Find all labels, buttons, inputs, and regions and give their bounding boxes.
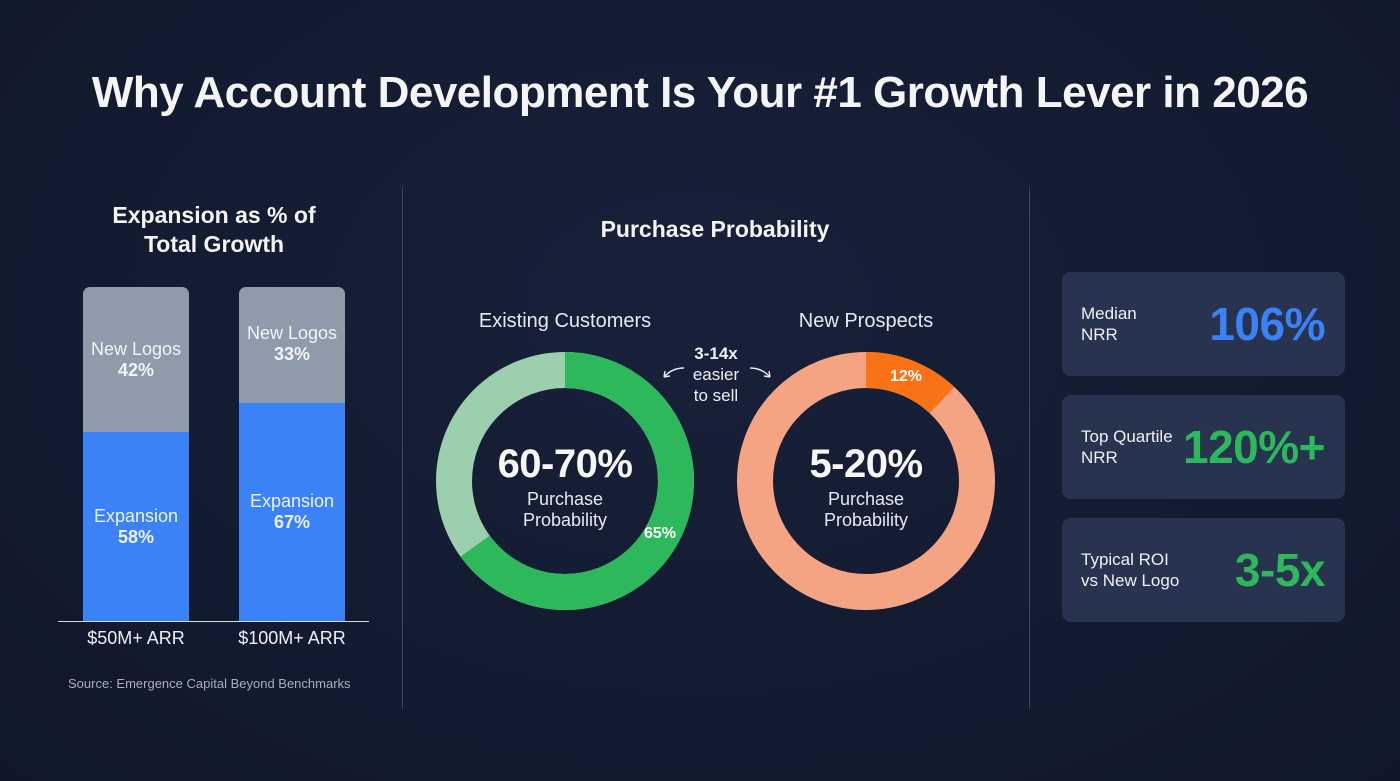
new-prospects-donut — [737, 352, 995, 610]
callout-multiplier: 3-14x — [694, 344, 738, 363]
callout-line3: to sell — [693, 386, 739, 405]
segment-value: 67% — [273, 512, 311, 532]
expansion-title-line2: Total Growth — [143, 231, 285, 257]
metric-label: Median NRR — [1081, 303, 1201, 345]
metric-label-line2: vs New Logo — [1081, 571, 1180, 590]
metric-card-top-quartile-nrr: Top Quartile NRR 120%+ — [1062, 395, 1345, 499]
segment-value: 58% — [117, 526, 155, 547]
new-prospects-label: New Prospects — [798, 310, 934, 332]
segment-label: New Logos — [90, 338, 182, 359]
metric-value: 3-5x — [1234, 544, 1326, 596]
callout-line2: easier — [692, 365, 740, 384]
segment-label: Expansion — [249, 491, 335, 511]
prospects-sub-line1: Purchase — [827, 489, 905, 509]
arrow-right-icon — [749, 367, 771, 378]
expansion-title-line1: Expansion as % of — [112, 202, 316, 228]
existing-sub-line1: Purchase — [526, 489, 604, 509]
bar-segment-expansion: Expansion 58% — [83, 432, 189, 621]
metric-label: Typical ROI vs New Logo — [1081, 549, 1211, 591]
x-tick-label-100m: $100M+ ARR — [238, 628, 346, 648]
prospects-big-value: 5-20% — [809, 442, 923, 486]
bar-segment-new-logos: New Logos 33% — [239, 287, 345, 403]
metric-label-line1: Median — [1081, 304, 1137, 323]
segment-label: Expansion — [93, 505, 179, 526]
x-tick-label-50m: $50M+ ARR — [87, 628, 185, 648]
easier-to-sell-callout: 3-14x easier to sell — [680, 343, 752, 406]
existing-center-text: 60-70% Purchase Probability — [465, 441, 665, 531]
metric-card-median-nrr: Median NRR 106% — [1062, 272, 1345, 376]
metric-card-typical-roi: Typical ROI vs New Logo 3-5x — [1062, 518, 1345, 622]
bar-segment-expansion: Expansion 67% — [239, 403, 345, 621]
metric-value: 120%+ — [1182, 421, 1326, 473]
page-title: Why Account Development Is Your #1 Growt… — [91, 68, 1309, 117]
existing-sub-line2: Probability — [522, 510, 608, 530]
bar-100m-arr: New Logos 33% Expansion 67% — [239, 287, 345, 621]
existing-segment-label: 65% — [644, 525, 677, 542]
prospects-segment-label: 12% — [890, 368, 923, 385]
divider-right — [1029, 187, 1030, 709]
metric-value: 106% — [1209, 298, 1325, 350]
bar-segment-new-logos: New Logos 42% — [83, 287, 189, 432]
existing-customers-donut — [436, 352, 694, 610]
existing-customers-label: Existing Customers — [478, 310, 652, 332]
x-axis-line — [58, 621, 369, 622]
bar-50m-arr: New Logos 42% Expansion 58% — [83, 287, 189, 621]
segment-value: 42% — [117, 359, 155, 380]
divider-left — [402, 187, 403, 709]
purchase-probability-title: Purchase Probability — [600, 216, 830, 242]
metric-label-line2: NRR — [1081, 325, 1118, 344]
metric-label: Top Quartile NRR — [1081, 426, 1201, 468]
prospects-center-text: 5-20% Purchase Probability — [766, 441, 966, 531]
metric-label-line1: Typical ROI — [1081, 550, 1169, 569]
metric-label-line1: Top Quartile — [1081, 427, 1173, 446]
metric-label-line2: NRR — [1081, 448, 1118, 467]
expansion-chart-title: Expansion as % of Total Growth — [64, 201, 364, 259]
segment-value: 33% — [273, 344, 311, 364]
prospects-sub-line2: Probability — [823, 510, 909, 530]
existing-big-value: 60-70% — [497, 442, 633, 486]
segment-label: New Logos — [246, 323, 338, 343]
source-note: Source: Emergence Capital Beyond Benchma… — [68, 676, 351, 691]
arrow-left-icon — [663, 367, 685, 378]
